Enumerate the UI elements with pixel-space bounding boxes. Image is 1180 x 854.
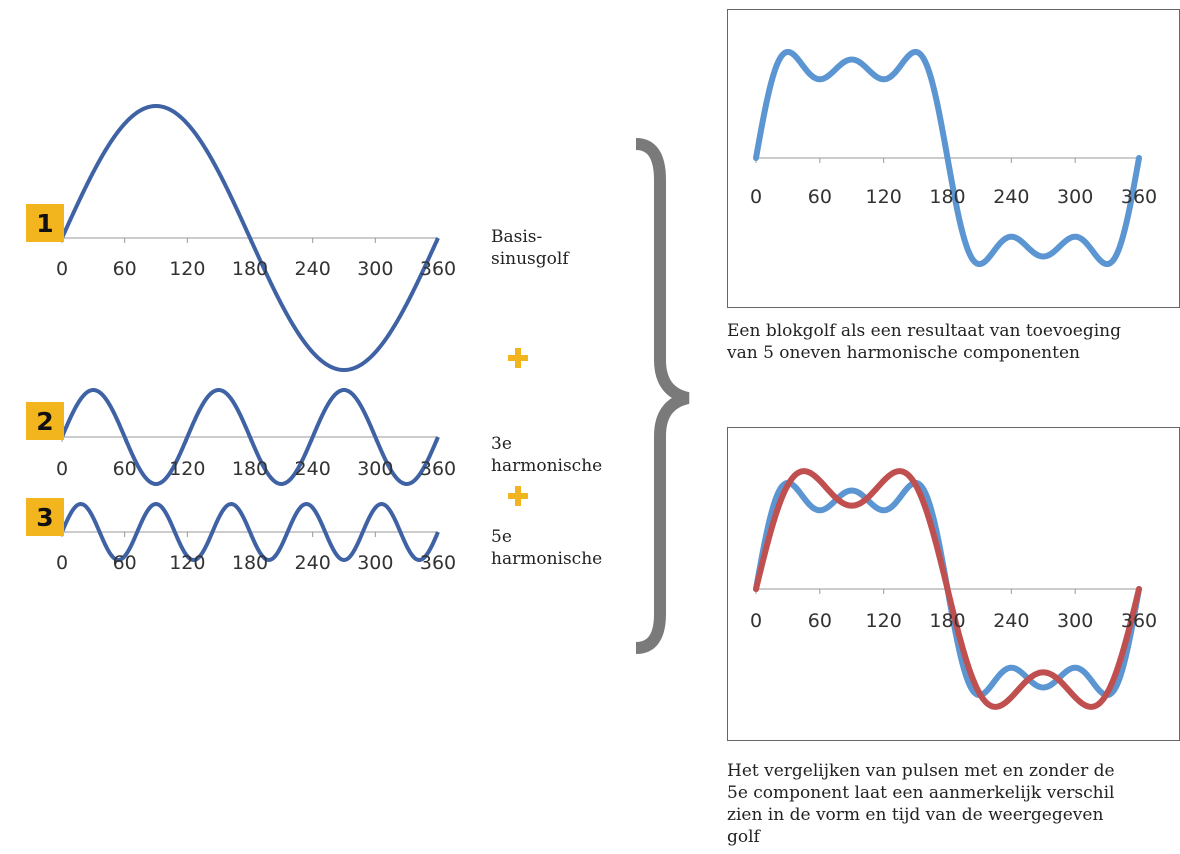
tick-label: 180 — [231, 258, 269, 280]
square-wave-plot — [753, 48, 1142, 268]
caption-1-line-1: Een blokgolf als een resultaat van toevo… — [727, 321, 1122, 341]
tick-label: 300 — [357, 258, 394, 280]
badge-3: 3 — [26, 498, 64, 536]
tick-label: 120 — [865, 186, 902, 208]
caption-2-line-4: golf — [727, 827, 760, 847]
tick-label: 240 — [294, 458, 331, 480]
caption-1-line-2: van 5 oneven harmonische componenten — [727, 343, 1080, 363]
tick-label: 180 — [929, 186, 966, 208]
tick-label: 180 — [231, 458, 269, 480]
tick-label: 60 — [112, 458, 137, 480]
tick-label: 60 — [807, 186, 832, 208]
tick-label: 0 — [55, 458, 69, 480]
wave-2-third-harmonic — [60, 387, 440, 487]
label-fifth-line-1: 5e — [491, 527, 512, 547]
square-wave-caption: Een blokgolf als een resultaat van toevo… — [727, 320, 1121, 364]
tick-label: 180 — [231, 552, 269, 574]
wave-1-fundamental-sine — [60, 103, 440, 373]
plus-icon — [508, 348, 528, 368]
tick-label: 120 — [169, 458, 206, 480]
tick-label: 300 — [1057, 610, 1094, 632]
tick-label: 360 — [1120, 186, 1158, 208]
tick-label: 60 — [807, 610, 832, 632]
caption-2-line-3: zien in de vorm en tijd van de weergegev… — [727, 805, 1104, 825]
label-fifth-harmonic: 5e harmonische — [491, 526, 602, 570]
badge-1: 1 — [26, 204, 64, 242]
tick-label: 360 — [419, 552, 457, 574]
plus-icon — [508, 486, 528, 506]
badge-2: 2 — [26, 402, 64, 440]
wave-3-fifth-harmonic — [60, 501, 440, 563]
tick-label: 240 — [294, 258, 331, 280]
tick-label: 0 — [749, 186, 763, 208]
curly-bracket — [635, 138, 690, 654]
label-fundamental-line-2: sinusgolf — [491, 249, 569, 269]
tick-label: 60 — [112, 552, 137, 574]
comparison-panel: 0 60 120 180 240 300 360 — [727, 427, 1180, 741]
label-fifth-line-2: harmonische — [491, 549, 603, 569]
tick-label: 360 — [1120, 610, 1158, 632]
tick-label: 180 — [929, 610, 966, 632]
tick-label: 120 — [865, 610, 902, 632]
label-fundamental: Basis- sinusgolf — [491, 226, 569, 270]
tick-label: 0 — [55, 258, 69, 280]
square-wave-panel: 0 60 120 180 240 300 360 — [727, 9, 1180, 308]
comparison-plot — [753, 468, 1142, 710]
tick-label: 0 — [55, 552, 69, 574]
tick-label: 300 — [357, 458, 394, 480]
tick-label: 240 — [993, 186, 1030, 208]
tick-label: 120 — [169, 552, 206, 574]
square-wave-5-harmonics — [753, 48, 1142, 268]
tick-label: 360 — [419, 458, 457, 480]
tick-label: 300 — [1057, 186, 1094, 208]
wave-without-5th-component — [753, 468, 1142, 710]
caption-2-line-2: 5e component laat een aanmerkelijk versc… — [727, 783, 1115, 803]
tick-label: 120 — [169, 258, 206, 280]
tick-label: 240 — [294, 552, 331, 574]
comparison-caption: Het vergelijken van pulsen met en zonder… — [727, 760, 1115, 848]
tick-label: 240 — [993, 610, 1030, 632]
tick-label: 360 — [419, 258, 457, 280]
tick-label: 300 — [357, 552, 394, 574]
label-third-harmonic: 3e harmonische — [491, 433, 602, 477]
tick-label: 0 — [749, 610, 763, 632]
tick-label: 60 — [112, 258, 137, 280]
caption-2-line-1: Het vergelijken van pulsen met en zonder… — [727, 761, 1115, 781]
label-fundamental-line-1: Basis- — [491, 227, 543, 247]
label-third-line-1: 3e — [491, 434, 512, 454]
label-third-line-2: harmonische — [491, 456, 603, 476]
